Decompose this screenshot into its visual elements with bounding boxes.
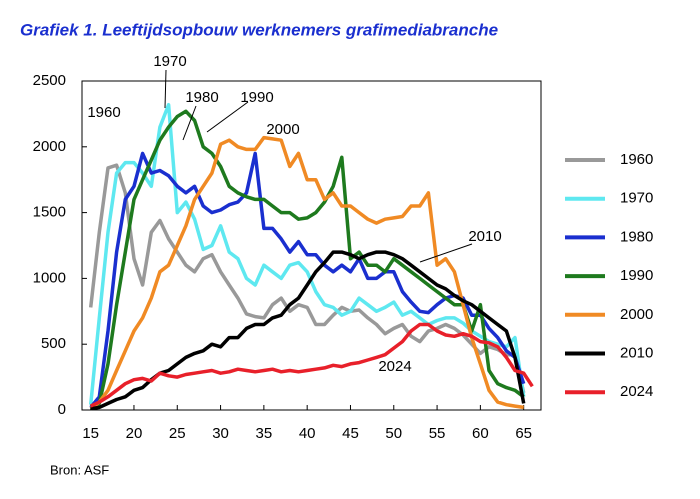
annotation: 1960 bbox=[87, 104, 120, 121]
annotation: 1970 bbox=[153, 53, 186, 70]
y-tick-label: 1500 bbox=[33, 204, 66, 221]
x-tick-label: 40 bbox=[299, 425, 316, 442]
legend-label: 2010 bbox=[620, 344, 653, 361]
legend-label: 2024 bbox=[620, 383, 653, 400]
y-tick-label: 0 bbox=[58, 401, 66, 418]
annotation-leader bbox=[206, 101, 249, 133]
legend-label: 2000 bbox=[620, 306, 653, 323]
series-line bbox=[88, 102, 526, 405]
x-tick-label: 25 bbox=[169, 425, 186, 442]
annotation-leader bbox=[182, 105, 197, 141]
legend-label: 1980 bbox=[620, 228, 653, 245]
x-tick-label: 15 bbox=[82, 425, 99, 442]
legend-label: 1970 bbox=[620, 190, 653, 207]
annotation-leader bbox=[164, 69, 167, 109]
y-tick-label: 2000 bbox=[33, 138, 66, 155]
series-line bbox=[88, 163, 526, 394]
annotation: 1980 bbox=[185, 89, 218, 106]
legend-label: 1990 bbox=[620, 267, 653, 284]
legend-label: 1960 bbox=[620, 151, 653, 168]
y-tick-label: 2500 bbox=[33, 72, 66, 89]
x-tick-label: 30 bbox=[212, 425, 229, 442]
source: Bron: ASF bbox=[50, 462, 109, 477]
annotation: 2000 bbox=[266, 121, 299, 138]
annotation: 2010 bbox=[468, 228, 501, 245]
x-tick-label: 20 bbox=[126, 425, 143, 442]
annotation: 2024 bbox=[378, 358, 411, 375]
series-line bbox=[89, 135, 524, 411]
chart-title: Grafiek 1. Leeftijdsopbouw werknemers gr… bbox=[20, 20, 498, 39]
series-line bbox=[89, 151, 526, 409]
annotation: 1990 bbox=[240, 89, 273, 106]
plot-frame bbox=[81, 80, 542, 411]
x-tick-label: 65 bbox=[515, 425, 532, 442]
x-tick-label: 45 bbox=[342, 425, 359, 442]
x-tick-label: 35 bbox=[256, 425, 273, 442]
x-tick-label: 50 bbox=[385, 425, 402, 442]
x-tick-label: 60 bbox=[472, 425, 489, 442]
annotation-leader bbox=[419, 243, 473, 263]
x-tick-label: 55 bbox=[429, 425, 446, 442]
series-line bbox=[89, 109, 525, 411]
y-tick-label: 1000 bbox=[33, 269, 66, 286]
series-line bbox=[89, 322, 534, 408]
y-tick-label: 500 bbox=[41, 335, 66, 352]
